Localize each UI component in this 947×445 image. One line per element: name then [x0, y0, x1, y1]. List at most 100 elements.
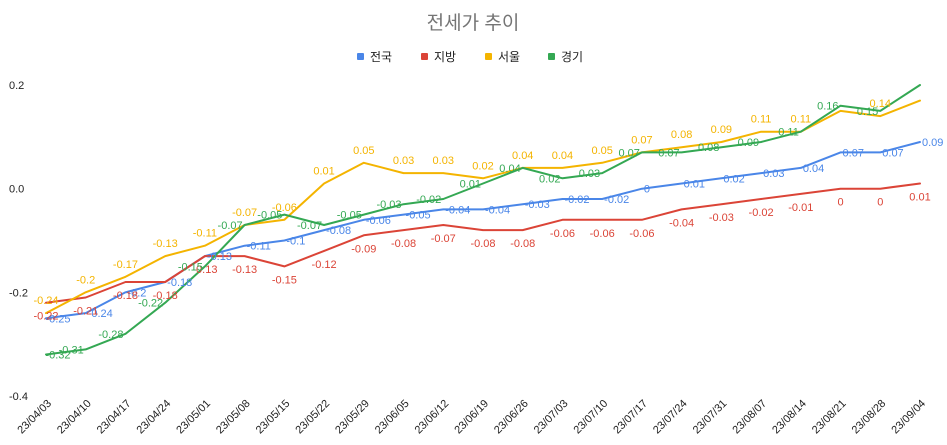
y-tick-label: -0.2 [9, 287, 28, 299]
data-label: 0.01 [909, 191, 930, 203]
chart-title: 전세가 추이 [427, 12, 520, 34]
data-label: -0.18 [113, 290, 138, 302]
data-label: -0.05 [337, 210, 362, 222]
y-axis: 0.2 0.0 -0.2 -0.4 [9, 80, 28, 403]
data-label: 0 [877, 197, 883, 209]
data-label: -0.12 [312, 259, 337, 271]
data-label: 0 [837, 197, 843, 209]
x-tick-label: 23/08/14 [770, 398, 809, 437]
data-label: -0.02 [749, 207, 774, 219]
data-label: -0.13 [153, 238, 178, 250]
x-tick-label: 23/06/26 [492, 398, 531, 437]
data-label: -0.08 [326, 225, 351, 237]
data-label: -0.06 [272, 202, 297, 214]
data-label: 0.09 [711, 124, 732, 136]
y-tick-label: 0.2 [9, 80, 24, 92]
data-label: -0.08 [510, 238, 535, 250]
series-line-2 [45, 99, 921, 315]
data-label: -0.13 [232, 264, 257, 276]
data-label: 0.03 [393, 155, 414, 167]
data-label: -0.06 [366, 215, 391, 227]
data-label: 0.02 [472, 160, 493, 172]
data-label: -0.21 [73, 306, 98, 318]
series-lines [45, 84, 921, 356]
data-label: -0.03 [709, 212, 734, 224]
data-label: -0.07 [218, 220, 243, 232]
x-tick-label: 23/09/04 [889, 398, 928, 437]
x-tick-label: 23/04/03 [15, 398, 54, 437]
x-tick-label: 23/06/12 [413, 398, 452, 437]
data-label: -0.13 [192, 264, 217, 276]
data-label: -0.32 [45, 350, 70, 362]
legend-swatch [548, 53, 555, 60]
data-label: -0.09 [351, 243, 376, 255]
data-label: -0.2 [76, 274, 95, 286]
y-tick-label: 0.0 [9, 184, 24, 196]
legend-swatch [421, 53, 428, 60]
data-label: -0.06 [590, 228, 615, 240]
x-tick-label: 23/05/15 [254, 398, 293, 437]
legend-swatch [357, 53, 364, 60]
data-label: -0.24 [88, 308, 113, 320]
data-label: 0.08 [671, 129, 692, 141]
data-label: 0.01 [460, 178, 481, 190]
data-label: -0.05 [406, 210, 431, 222]
data-label: -0.28 [98, 329, 123, 341]
data-label: 0.15 [857, 106, 878, 118]
data-label: 0 [644, 184, 650, 196]
data-label: 0.07 [631, 134, 652, 146]
data-label: 0.03 [763, 168, 784, 180]
data-label: 0.03 [579, 168, 600, 180]
data-label: -0.15 [178, 261, 203, 273]
data-label: -0.01 [788, 202, 813, 214]
x-tick-label: 23/04/17 [95, 398, 134, 437]
data-label: -0.04 [485, 204, 510, 216]
data-label: 0.07 [843, 147, 864, 159]
data-label: 0.14 [870, 98, 891, 110]
x-tick-label: 23/08/28 [850, 398, 889, 437]
series-line-1 [45, 182, 921, 304]
legend-item: 전국 [357, 50, 392, 64]
data-label: -0.24 [33, 295, 58, 307]
data-label: -0.15 [272, 274, 297, 286]
data-label: 0.07 [882, 147, 903, 159]
data-label: -0.08 [391, 238, 416, 250]
data-label: 0.02 [723, 173, 744, 185]
legend-label: 지방 [434, 50, 456, 64]
data-labels: -0.25 -0.24-0.2-0.18-0.13-0.11 -0.1-0.08-0… [33, 98, 943, 361]
x-tick-label: 23/05/08 [214, 398, 253, 437]
data-label: -0.22 [33, 311, 58, 323]
data-label: 0.11 [791, 114, 812, 126]
data-label: 0.09 [738, 137, 759, 149]
data-label: 0.01 [684, 178, 705, 190]
data-label: -0.07 [232, 207, 257, 219]
x-tick-label: 23/07/31 [691, 398, 730, 437]
x-tick-label: 23/07/03 [532, 398, 571, 437]
data-label: 0.04 [803, 163, 824, 175]
x-tick-label: 23/07/10 [572, 398, 611, 437]
data-label: 0.02 [539, 173, 560, 185]
data-label: -0.25 [45, 313, 70, 325]
data-label: 0.16 [817, 101, 838, 113]
legend-item: 지방 [421, 50, 456, 64]
data-label: 0.11 [751, 114, 772, 126]
data-label: 0.05 [353, 145, 374, 157]
data-label: -0.05 [257, 210, 282, 222]
x-tick-label: 23/06/19 [452, 398, 491, 437]
x-tick-label: 23/07/24 [651, 398, 690, 437]
data-label: -0.07 [431, 233, 456, 245]
data-label: -0.31 [59, 344, 84, 356]
data-label: -0.06 [550, 228, 575, 240]
x-tick-label: 23/04/24 [135, 398, 174, 437]
data-label: 0.08 [698, 142, 719, 154]
data-label: -0.02 [604, 194, 629, 206]
data-label: -0.06 [629, 228, 654, 240]
legend: 전국 지방 서울 경기 [357, 50, 583, 64]
data-label: -0.1 [286, 236, 305, 248]
x-axis: 23/04/03 23/04/10 23/04/17 23/04/24 23/05/01… [15, 398, 928, 437]
data-label: 0.09 [922, 137, 943, 149]
legend-item: 서울 [485, 50, 520, 64]
x-tick-label: 23/05/01 [174, 398, 213, 437]
